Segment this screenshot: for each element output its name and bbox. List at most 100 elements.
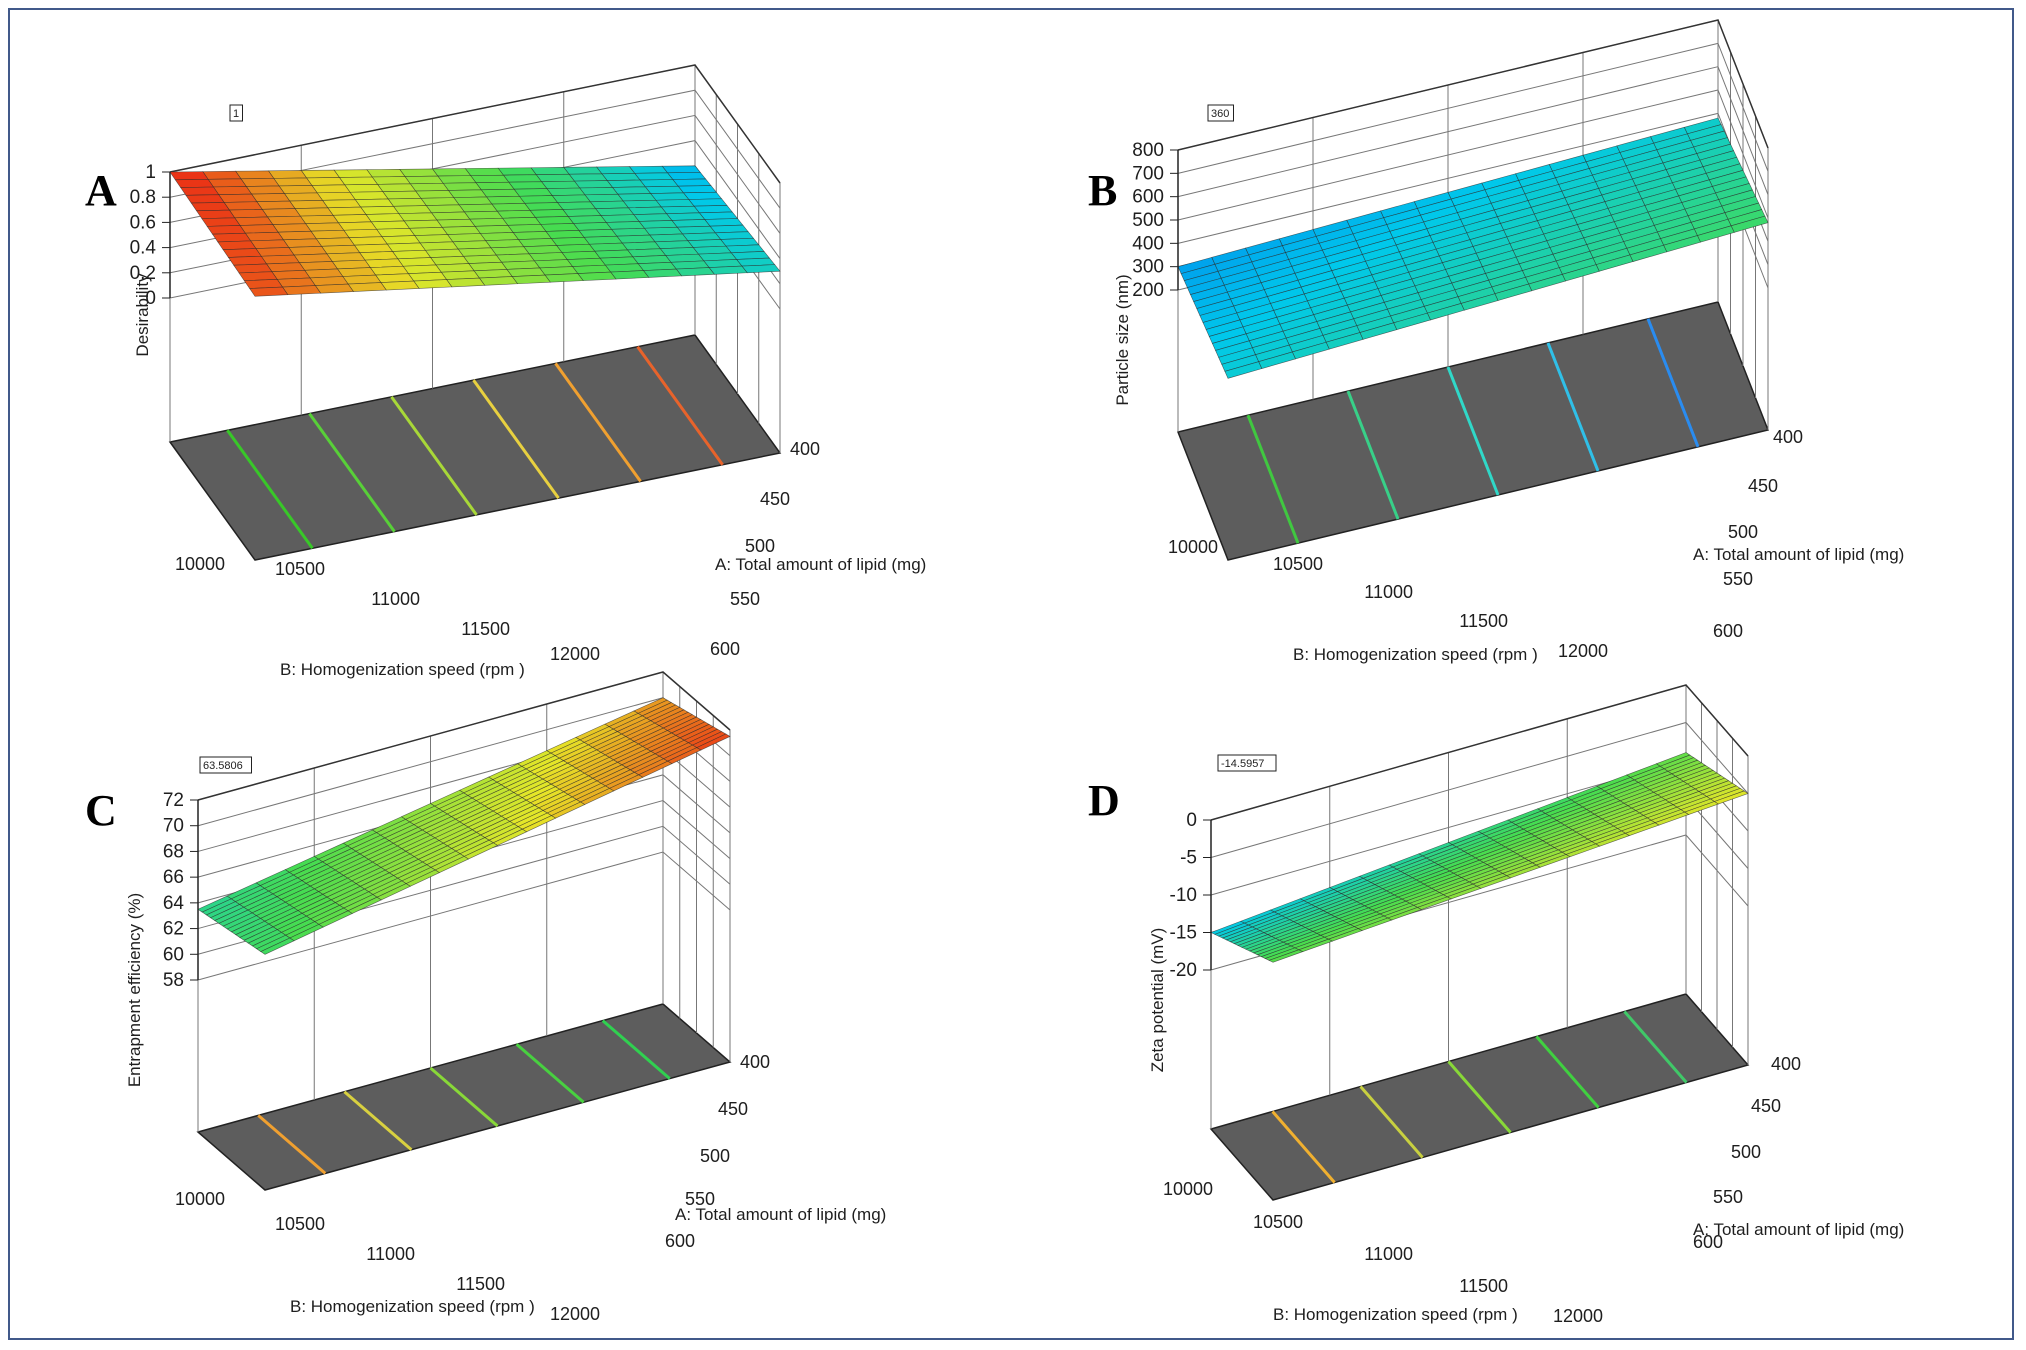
panel-letter: C <box>85 786 117 835</box>
y-tick-label: 10500 <box>1273 554 1323 574</box>
contour-line-5 <box>257 1114 327 1175</box>
y-tick-label: 11000 <box>371 589 420 609</box>
value-flag: 1 <box>229 104 243 122</box>
contour-line-4 <box>390 395 478 516</box>
contour-line-1 <box>1623 1010 1688 1084</box>
response-surface <box>1210 752 1749 963</box>
x-tick-label: 550 <box>730 589 760 609</box>
z-tick-label: 600 <box>1132 187 1164 208</box>
contour-line-5 <box>308 412 396 533</box>
x-tick-label: 450 <box>760 489 790 509</box>
z-axis: 0 0.2 0.4 0.6 0.8 1 <box>130 162 171 309</box>
y-axis-label: B: Homogenization speed (rpm ) <box>280 660 525 679</box>
contour-line-4 <box>343 1090 413 1151</box>
z-axis-label: Entrapment efficiency (%) <box>125 893 144 1087</box>
y-tick-label: 12000 <box>1558 641 1608 661</box>
flag-value-label: -14.5957 <box>1221 758 1264 770</box>
y-tick-label: 10500 <box>275 1214 325 1234</box>
value-flag: -14.5957 <box>1217 754 1277 772</box>
z-tick-label: 62 <box>163 919 184 940</box>
response-surface <box>1177 117 1769 379</box>
z-axis: -20 -15 -10 -5 0 <box>1170 810 1212 981</box>
value-flag: 360 <box>1207 104 1234 122</box>
z-tick-label: 66 <box>163 867 184 888</box>
x-tick-label: 500 <box>1731 1142 1761 1162</box>
z-tick-label: -5 <box>1180 848 1197 869</box>
panel-d: -20 -15 -10 -5 0 Zeta potential (mV) -14.5957 1… <box>1003 670 2003 1330</box>
chart-a: 0 0.2 0.4 0.6 0.8 1 Desirability 1 10000 10500 110… <box>85 64 926 679</box>
panel-c: 58 60 62 64 66 68 70 72 Entrapment efficiency (%… <box>0 670 1000 1330</box>
y-tick-label: 10000 <box>175 554 225 574</box>
x-tick-label: 400 <box>1771 1054 1801 1074</box>
y-tick-label: 11000 <box>366 1244 415 1264</box>
z-tick-label: 0.4 <box>130 238 157 259</box>
x-tick-label: 550 <box>1713 1187 1743 1207</box>
x-tick-label: 500 <box>745 536 775 556</box>
panel-letter: B <box>1088 166 1117 215</box>
contour-line-1 <box>1646 318 1700 448</box>
contour-line-5 <box>1246 414 1300 544</box>
contour-line-4 <box>1346 390 1400 520</box>
y-tick-label: 11000 <box>1364 582 1413 602</box>
y-tick-label: 11500 <box>456 1274 505 1294</box>
y-tick-label: 10000 <box>1168 537 1218 557</box>
z-tick-label: -15 <box>1170 923 1197 944</box>
z-tick-label: 0.2 <box>130 263 156 284</box>
y-tick-label: 10000 <box>175 1189 225 1209</box>
flag-box <box>199 756 252 774</box>
x-tick-label: 600 <box>665 1231 695 1251</box>
z-tick-label: 0 <box>1186 810 1197 831</box>
contour-line-1 <box>636 345 724 466</box>
x-tick-label: 550 <box>1723 569 1753 589</box>
z-tick-label: 72 <box>163 790 184 811</box>
y-tick-label: 12000 <box>550 644 600 664</box>
z-tick-label: 800 <box>1132 140 1164 161</box>
z-tick-label: 400 <box>1132 233 1164 254</box>
contour-line-3 <box>1447 1060 1512 1134</box>
x-axis-label: A: Total amount of lipid (mg) <box>715 555 926 574</box>
response-surface <box>197 697 731 955</box>
y-axis-label: B: Homogenization speed (rpm ) <box>290 1297 535 1316</box>
panel-a: 0 0.2 0.4 0.6 0.8 1 Desirability 1 10000 10500 110… <box>0 0 1000 679</box>
z-tick-label: 700 <box>1132 163 1164 184</box>
contour-line-3 <box>1446 366 1500 496</box>
y-tick-label: 11500 <box>1459 611 1508 631</box>
y-axis-label: B: Homogenization speed (rpm ) <box>1273 1305 1518 1324</box>
z-axis-label: Desirability <box>133 273 152 357</box>
z-tick-label: 58 <box>163 970 184 991</box>
z-tick-label: 70 <box>163 816 184 837</box>
y-tick-label: 11500 <box>1459 1276 1508 1296</box>
z-axis-label: Zeta potential (mV) <box>1148 928 1167 1073</box>
x-tick-label: 400 <box>740 1052 770 1072</box>
flag-value-label: 1 <box>233 108 239 120</box>
z-tick-label: 64 <box>163 893 185 914</box>
y-tick-label: 10500 <box>275 559 325 579</box>
y-tick-label: 12000 <box>1553 1306 1603 1326</box>
back-wall-grid <box>1177 19 1769 432</box>
x-axis-label: A: Total amount of lipid (mg) <box>675 1205 886 1224</box>
flag-box <box>1217 754 1277 772</box>
z-tick-label: -20 <box>1170 960 1197 981</box>
contour-line-6 <box>226 429 314 550</box>
z-axis: 58 60 62 64 66 68 70 72 <box>163 790 199 991</box>
flag-box <box>1207 104 1234 122</box>
contour-line-4 <box>1359 1085 1424 1159</box>
z-tick-label: -10 <box>1170 885 1197 906</box>
contour-line-2 <box>1535 1035 1600 1109</box>
x-tick-label: 450 <box>1751 1096 1781 1116</box>
z-tick-label: 0.6 <box>130 212 156 233</box>
x-tick-label: 600 <box>1693 1232 1723 1252</box>
contour-line-1 <box>601 1019 671 1080</box>
y-tick-label: 11500 <box>461 619 510 639</box>
figure-frame <box>8 8 2014 1340</box>
z-tick-label: 200 <box>1132 280 1164 301</box>
x-tick-label: 550 <box>685 1189 715 1209</box>
z-tick-label: 60 <box>163 944 184 965</box>
z-axis-label: Particle size (nm) <box>1113 274 1132 405</box>
z-tick-label: 300 <box>1132 257 1164 278</box>
z-tick-label: 0.8 <box>130 187 156 208</box>
z-tick-label: 0 <box>145 288 156 309</box>
y-tick-label: 12000 <box>550 1304 600 1324</box>
panel-b: 200 300 400 500 600 700 800 Particle size (nm) 3… <box>1003 0 2003 664</box>
contour-line-5 <box>1271 1110 1336 1184</box>
